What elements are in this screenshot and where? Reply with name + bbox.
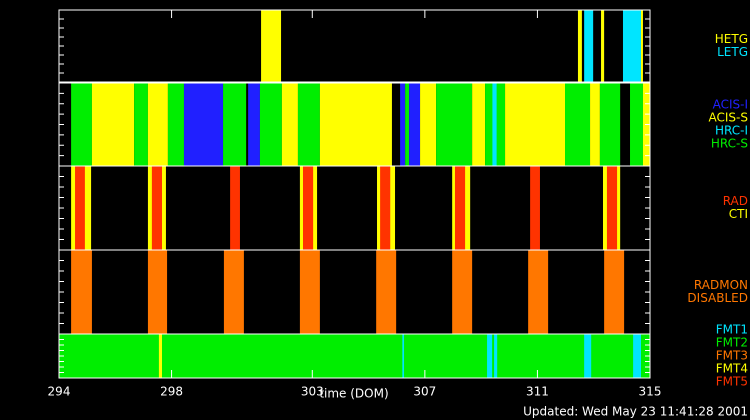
segment [590, 83, 600, 166]
segment [454, 166, 466, 250]
legend-label: DISABLED [687, 291, 748, 305]
x-tick-label: 311 [526, 385, 549, 399]
legend-label: HRC-I [715, 124, 748, 138]
legend-label: FMT2 [716, 336, 748, 350]
legend-label: RADMON [694, 278, 748, 292]
segment [151, 166, 163, 250]
segment [584, 10, 594, 82]
segment [487, 334, 493, 378]
panel-frame [58, 249, 651, 335]
segment [299, 250, 320, 334]
segment [530, 166, 540, 250]
legend-label: RAD [723, 194, 748, 208]
footer: Updated: Wed May 23 11:41:28 2001 [523, 405, 748, 419]
segment [492, 83, 497, 166]
segment [158, 334, 163, 378]
x-tick-label: 315 [639, 385, 662, 399]
segment [230, 166, 240, 250]
panel-frame [58, 9, 651, 83]
x-tick-label: 307 [413, 385, 436, 399]
segment [604, 250, 625, 334]
segment [584, 334, 592, 378]
legend-label: ACIS-S [709, 111, 748, 125]
x-tick-label: 303 [301, 385, 324, 399]
segment [380, 166, 391, 250]
legend-label: HRC-S [711, 137, 748, 151]
legend-label: FMT4 [716, 362, 748, 376]
segment [167, 83, 184, 166]
segment [302, 166, 314, 250]
segment [259, 83, 282, 166]
segment [402, 334, 405, 378]
segment [494, 334, 498, 378]
segment [71, 83, 92, 166]
x-tick-label: 294 [48, 385, 71, 399]
segment [248, 83, 260, 166]
segment [147, 250, 168, 334]
segment [577, 10, 582, 82]
segment [405, 83, 410, 166]
segment [409, 83, 421, 166]
segment [420, 83, 437, 166]
segment [622, 10, 641, 82]
segment [436, 83, 473, 166]
segment [319, 83, 392, 166]
segment [223, 83, 247, 166]
x-axis-label: time (DOM) [319, 387, 388, 401]
segment [452, 250, 473, 334]
legend-label: LETG [717, 45, 748, 59]
segment [472, 83, 486, 166]
segment [565, 83, 591, 166]
segment [223, 250, 244, 334]
segment [297, 83, 320, 166]
segment [281, 83, 298, 166]
legend-label: CTI [729, 207, 748, 221]
panel-frame [58, 165, 651, 251]
segment [91, 83, 135, 166]
legend-label: ACIS-I [713, 98, 748, 112]
segment [134, 83, 148, 166]
segment [261, 10, 282, 82]
segment [71, 250, 92, 334]
segment [75, 166, 85, 250]
segment [400, 83, 406, 166]
segment [147, 83, 168, 166]
segment [376, 250, 397, 334]
segment [640, 10, 643, 82]
legend-label: FMT1 [716, 323, 748, 337]
segment [601, 10, 605, 82]
segment [599, 83, 621, 166]
legend-label: FMT3 [716, 349, 748, 363]
legend-label: HETG [715, 32, 748, 46]
segment [606, 166, 618, 250]
segment [630, 83, 643, 166]
legend-label: FMT5 [716, 375, 748, 389]
segment [183, 83, 224, 166]
x-tick-label: 298 [160, 385, 183, 399]
segment [528, 250, 549, 334]
segment [59, 334, 650, 378]
segment [505, 83, 566, 166]
segment [633, 334, 641, 378]
